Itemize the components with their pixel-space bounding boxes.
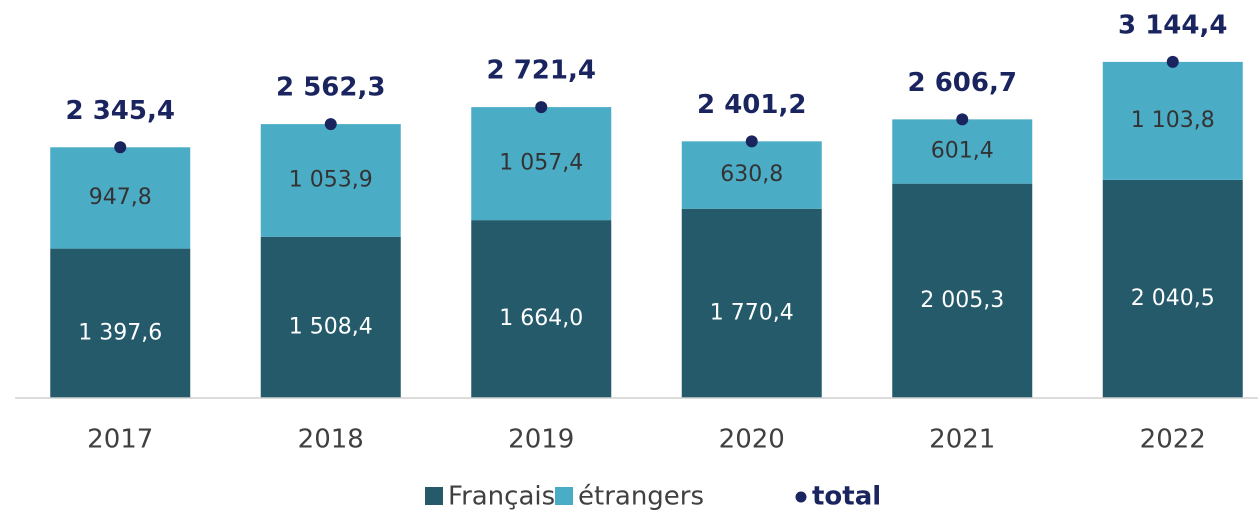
total-label: 3 144,4: [1118, 10, 1227, 40]
total-dot: [1166, 55, 1179, 68]
segment-label: 947,8: [89, 185, 152, 210]
segment-label: 2 005,3: [920, 288, 1004, 313]
total-label: 2 401,2: [697, 90, 806, 120]
total-dot: [535, 101, 548, 114]
legend-label: étrangers: [578, 482, 704, 512]
bar-segment: [260, 124, 401, 237]
segment-label: 1 057,4: [499, 151, 583, 176]
bar-segment: [681, 141, 822, 209]
total-label: 2 562,3: [276, 73, 385, 103]
bar-segment: [1102, 61, 1243, 180]
legend-swatch: [555, 487, 573, 505]
segment-label: 630,8: [720, 162, 783, 187]
bar-segment: [1102, 179, 1243, 398]
segment-label: 1 103,8: [1131, 108, 1215, 133]
bar-segment: [892, 119, 1033, 184]
segment-label: 1 053,9: [289, 167, 373, 192]
x-tick-label: 2022: [1140, 425, 1206, 455]
x-tick-label: 2017: [87, 425, 153, 455]
total-dot: [324, 118, 337, 131]
bar-segment: [471, 220, 612, 398]
bar-segment: [50, 248, 191, 398]
total-label: 2 606,7: [908, 68, 1017, 98]
segment-label: 601,4: [931, 139, 994, 164]
legend-label: total: [812, 482, 881, 512]
segment-label: 1 397,6: [78, 320, 162, 345]
segment-label: 2 040,5: [1131, 286, 1215, 311]
total-dot: [745, 135, 758, 148]
legend-label: Français: [448, 482, 555, 512]
x-tick-label: 2019: [508, 425, 574, 455]
total-dot: [956, 113, 969, 126]
total-label: 2 721,4: [487, 56, 596, 86]
x-tick-label: 2020: [719, 425, 785, 455]
total-label: 2 345,4: [66, 96, 175, 126]
segment-label: 1 508,4: [289, 314, 373, 339]
bar-segment: [892, 183, 1033, 398]
segment-label: 1 664,0: [499, 306, 583, 331]
bar-segment: [681, 208, 822, 398]
segment-label: 1 770,4: [710, 300, 794, 325]
total-dot: [114, 141, 127, 154]
legend-swatch: [425, 487, 443, 505]
bar-segment: [260, 236, 401, 398]
bar-segment: [50, 147, 191, 249]
x-tick-label: 2018: [298, 425, 364, 455]
x-tick-label: 2021: [929, 425, 995, 455]
legend-dot: [795, 491, 807, 503]
bar-segment: [471, 107, 612, 221]
